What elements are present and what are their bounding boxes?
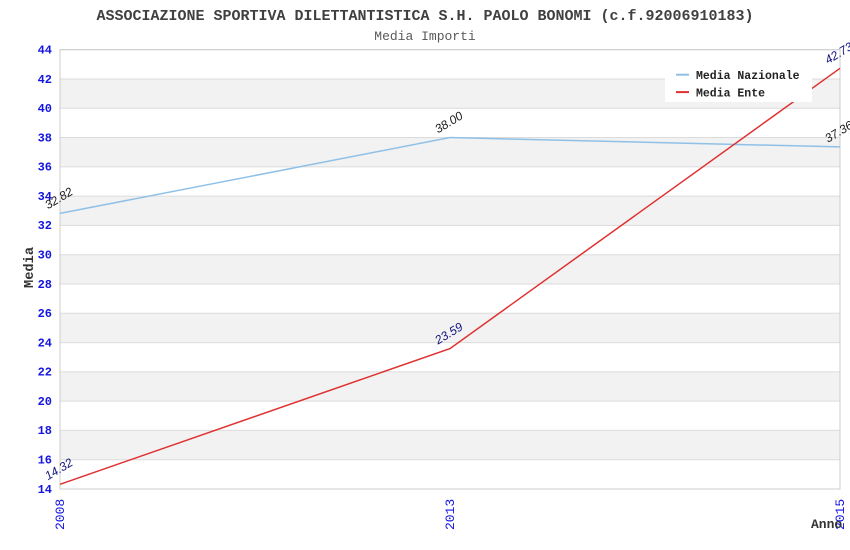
svg-text:18: 18 bbox=[38, 424, 52, 438]
svg-text:32: 32 bbox=[38, 219, 52, 233]
svg-text:40: 40 bbox=[38, 102, 52, 116]
svg-text:20: 20 bbox=[38, 395, 52, 409]
svg-text:37.36: 37.36 bbox=[822, 118, 850, 146]
svg-text:30: 30 bbox=[38, 249, 52, 263]
svg-text:42: 42 bbox=[38, 73, 52, 87]
svg-text:14: 14 bbox=[38, 483, 52, 497]
svg-text:24: 24 bbox=[38, 336, 52, 350]
svg-text:22: 22 bbox=[38, 366, 52, 380]
svg-text:26: 26 bbox=[38, 307, 52, 321]
svg-text:42.73: 42.73 bbox=[822, 39, 850, 67]
svg-text:36: 36 bbox=[38, 161, 52, 175]
svg-text:Anno: Anno bbox=[811, 517, 842, 532]
svg-text:Media: Media bbox=[23, 247, 38, 288]
svg-text:28: 28 bbox=[38, 278, 52, 292]
svg-text:2013: 2013 bbox=[443, 499, 458, 530]
svg-text:Media Nazionale: Media Nazionale bbox=[696, 70, 800, 83]
svg-text:38: 38 bbox=[38, 131, 52, 145]
svg-text:2008: 2008 bbox=[53, 499, 68, 530]
svg-text:44: 44 bbox=[38, 44, 52, 58]
svg-text:38.00: 38.00 bbox=[432, 108, 465, 136]
svg-text:Media Ente: Media Ente bbox=[696, 87, 765, 100]
